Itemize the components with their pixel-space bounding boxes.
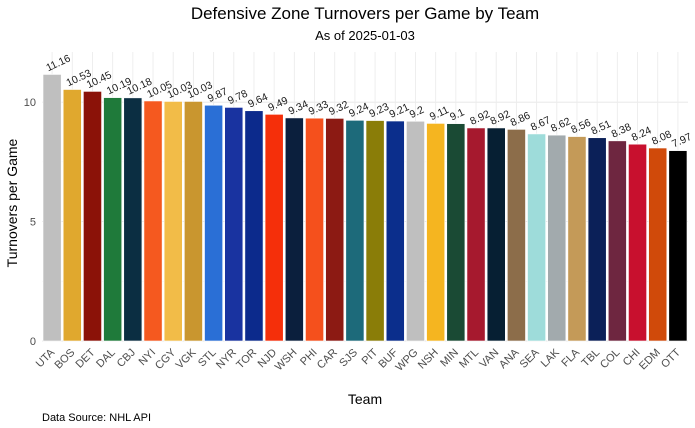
bar-nyr (224, 107, 244, 342)
bar-ana (507, 129, 526, 342)
bar-nyi (143, 100, 163, 342)
bar-van (486, 127, 506, 342)
bar-dal (103, 97, 123, 342)
bar-phi (305, 117, 324, 342)
y-axis-title: Turnovers per Game (4, 138, 20, 267)
bar-lak (547, 134, 567, 342)
bar-mtl (466, 127, 486, 342)
bar-vgk (184, 101, 203, 342)
bar-ott (668, 150, 688, 342)
bar-pit (365, 120, 385, 342)
bar-tbl (587, 137, 607, 342)
y-tick-labels: 0 5 10 (24, 97, 36, 348)
bar-min (446, 123, 466, 342)
bar-tor (244, 110, 264, 342)
bar-stl (204, 104, 223, 342)
bar-sjs (345, 120, 365, 342)
bar-uta (42, 74, 62, 342)
data-label: 9.1 (448, 106, 466, 123)
y-tick-label: 0 (30, 336, 36, 348)
bar-car (325, 118, 345, 342)
bar-fla (567, 136, 587, 342)
bar-cgy (163, 101, 183, 342)
bar-cbj (123, 97, 143, 342)
caption: Data Source: NHL API (42, 412, 151, 424)
bar-col (607, 140, 627, 342)
y-tick-label: 5 (30, 217, 36, 229)
x-axis-title: Team (348, 391, 382, 407)
bar-nsh (426, 123, 446, 342)
bar-edm (648, 147, 668, 342)
bar-det (83, 91, 102, 342)
bar-wsh (284, 117, 304, 342)
chart-subtitle: As of 2025-01-03 (315, 28, 415, 43)
bar-buf (385, 120, 405, 342)
bar-sea (527, 133, 546, 342)
bars (42, 74, 688, 342)
bar-chi (628, 143, 647, 342)
bar-wpg (406, 120, 425, 342)
bar-bos (62, 89, 82, 342)
data-label: 9.2 (408, 104, 426, 121)
y-tick-label: 10 (24, 97, 36, 109)
bar-njd (264, 114, 284, 342)
chart-title: Defensive Zone Turnovers per Game by Tea… (191, 4, 539, 23)
